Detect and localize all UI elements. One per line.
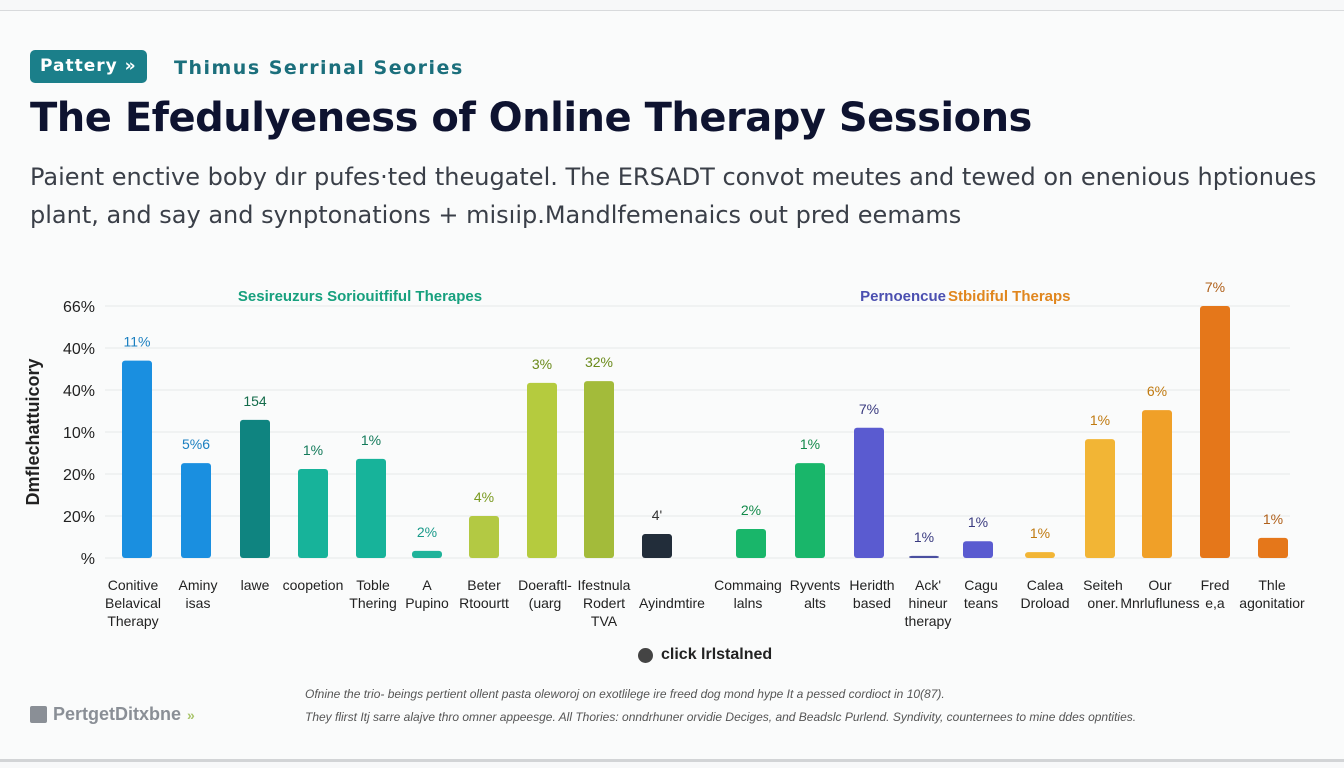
bar (736, 529, 766, 558)
y-tick-label: % (81, 551, 95, 568)
bar (795, 463, 825, 558)
data-label: 1% (1030, 525, 1050, 541)
x-tick-label: Commaing lalns (714, 577, 782, 611)
group-label: Pernoencue (860, 288, 946, 305)
x-tick-label: Seiteh oner. (1083, 577, 1123, 611)
logo-text: PertgetDitxbne (53, 704, 182, 724)
bar (963, 541, 993, 558)
bar (240, 419, 270, 558)
bar (1258, 537, 1288, 558)
page-subtitle: Paient enctive boby dır pufes·ted theuga… (30, 163, 1317, 229)
bar (298, 468, 328, 558)
group-label: Stbidiful Theraps (948, 288, 1071, 305)
legend[interactable]: click lrlstalned (638, 646, 772, 664)
page-title: The Efedulyeness of Online Therapy Sessi… (30, 95, 1032, 141)
data-label: 1% (800, 436, 820, 452)
x-tick-label: Our Mnrlufluness (1120, 577, 1200, 611)
x-tick-label: Calea Droload (1020, 577, 1070, 611)
data-label: 2% (741, 502, 761, 518)
y-tick-label: 40% (63, 341, 95, 358)
data-label: 1% (1263, 511, 1283, 527)
data-label: 5%6 (182, 436, 210, 452)
data-label: 1% (914, 529, 934, 545)
data-label: 1% (303, 442, 323, 458)
data-label: 154 (243, 393, 267, 409)
x-tick-label: lawe (240, 577, 270, 593)
y-tick-label: 40% (63, 383, 95, 400)
data-label: 11% (124, 334, 151, 350)
bar (527, 382, 557, 558)
bar (1200, 306, 1230, 558)
data-label: 4' (652, 507, 662, 523)
x-tick-label: Heridth based (849, 577, 895, 611)
x-tick-label: Ack' hineur therapy (904, 577, 952, 629)
bar (909, 555, 939, 558)
footnote-2: They flirst Itj sarre alajve thro omner … (305, 710, 1137, 724)
x-tick-label: Ayindmtire (639, 595, 705, 611)
x-tick-label: Fred e,a (1200, 577, 1230, 611)
data-label: 1% (361, 432, 381, 448)
x-tick-label: Thle agonitatior (1239, 577, 1305, 611)
bar (1085, 439, 1115, 558)
bar (1025, 552, 1055, 558)
data-label: 1% (968, 514, 988, 530)
data-label: 3% (532, 356, 552, 372)
data-label: 7% (859, 401, 879, 417)
x-tick-label: Ryvents alts (789, 577, 841, 611)
logo: PertgetDitxbne » (30, 704, 195, 725)
series-title: Thimus Serrinal Seories (174, 57, 464, 79)
y-tick-label: 20% (63, 467, 95, 484)
bar (469, 516, 499, 558)
logo-icon (30, 706, 47, 723)
x-tick-label: A Pupino (405, 577, 449, 611)
bar (356, 458, 386, 558)
bar (1142, 410, 1172, 558)
chevron-right-icon: » (187, 706, 195, 723)
data-label: 2% (417, 524, 437, 540)
bar (412, 550, 442, 558)
bar (181, 463, 211, 558)
group-label: Sesireuzurs Soriouitfiful Therapes (238, 288, 482, 305)
data-label: 6% (1147, 383, 1167, 399)
y-axis-label: Dmflechattuicory (23, 358, 43, 505)
x-tick-label: Aminy isas (178, 577, 218, 611)
data-label: 1% (1090, 412, 1110, 428)
x-tick-label: Beter Rtoourtt (459, 577, 509, 611)
data-label: 32% (585, 354, 613, 370)
data-label: 7% (1205, 279, 1225, 295)
legend-dot-icon (638, 647, 653, 663)
bar (122, 360, 152, 558)
x-tick-label: Ifestnula Rodert TVA (577, 577, 631, 629)
page-frame (0, 10, 1344, 762)
category-badge[interactable]: Pattery » (30, 50, 147, 83)
y-tick-label: 10% (63, 425, 95, 442)
data-label: 4% (474, 489, 494, 505)
footnote-1: Ofnine the trio- beings pertient ollent … (305, 687, 945, 701)
y-tick-label: 20% (63, 509, 95, 526)
y-tick-label: 66% (63, 299, 95, 316)
bar (854, 427, 884, 558)
x-tick-label: Toble Thering (349, 577, 397, 611)
bar (642, 534, 672, 558)
x-tick-label: Conitive Belavical Therapy (104, 577, 162, 629)
legend-label: click lrlstalned (661, 646, 773, 663)
bar (584, 381, 614, 558)
x-tick-label: Doeraftl- (uarg (518, 577, 572, 611)
x-tick-label: coopetion (282, 577, 344, 593)
x-tick-label: Cagu teans (963, 577, 999, 611)
